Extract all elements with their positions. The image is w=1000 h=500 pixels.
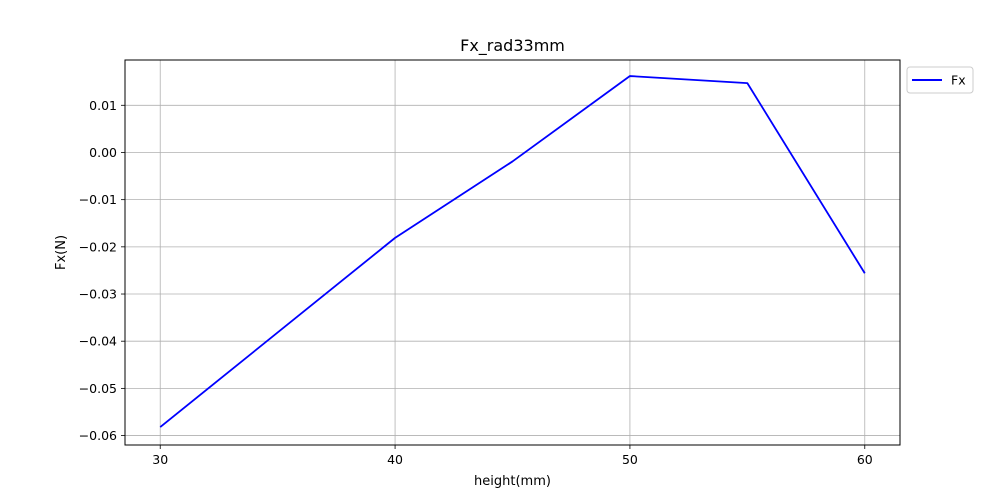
- plot-frame: [124, 59, 901, 446]
- x-tick-label: 30: [152, 452, 168, 467]
- x-axis-ticks: 30 40 50 60: [152, 445, 873, 467]
- y-tick-label: −0.04: [79, 334, 117, 349]
- y-axis-ticks: −0.06 −0.05 −0.04 −0.03 −0.02 −0.01 0.00 0.01: [79, 98, 125, 443]
- x-tick-label: 50: [622, 452, 638, 467]
- y-axis-label: Fx(N): [54, 235, 69, 270]
- y-tick-label: −0.03: [79, 287, 117, 302]
- grid: [125, 60, 900, 445]
- legend-label-fx: Fx: [951, 73, 966, 88]
- x-tick-label: 60: [857, 452, 873, 467]
- series-layer: [159, 75, 866, 428]
- chart-title: Fx_rad33mm: [460, 36, 565, 56]
- y-tick-label: −0.02: [79, 239, 117, 254]
- series-line-fx: [159, 75, 866, 428]
- y-tick-label: 0.00: [89, 145, 117, 160]
- legend: Fx: [906, 66, 974, 94]
- y-tick-label: 0.01: [89, 98, 117, 113]
- y-tick-label: −0.06: [79, 428, 117, 443]
- y-tick-label: −0.01: [79, 192, 117, 207]
- x-tick-label: 40: [387, 452, 403, 467]
- y-tick-label: −0.05: [79, 381, 117, 396]
- x-axis-label: height(mm): [474, 474, 551, 489]
